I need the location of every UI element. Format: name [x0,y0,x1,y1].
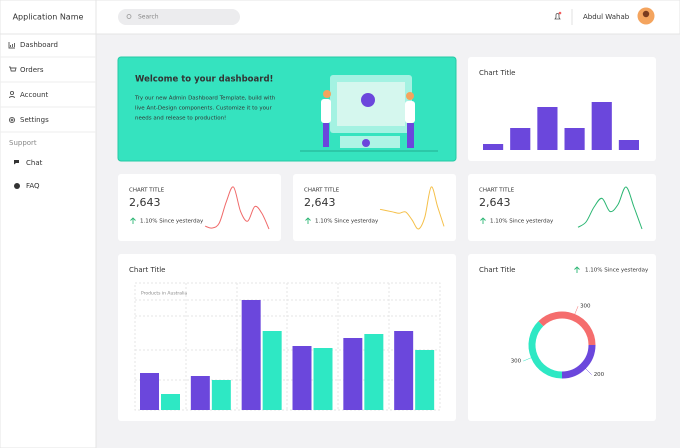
menu-item[interactable]: Orders [20,66,44,74]
bell-icon[interactable] [554,13,561,20]
illustration [300,75,438,152]
welcome-text: needs and release to production! [135,116,226,122]
bar [618,140,639,150]
user-name[interactable]: Abdul Wahab [583,13,630,21]
card [293,174,456,241]
up-arrow [480,217,486,224]
icon-account-body [9,96,15,99]
sidebar [0,0,97,448]
donut-segment [538,311,596,346]
person-head [323,90,331,98]
avatar-head [642,10,650,18]
screen-pie [361,93,375,107]
menu-icons [8,42,17,124]
donut-segment [561,344,596,379]
leader-line [523,357,532,362]
data-label: 200 [594,372,605,378]
sparkline [577,186,643,230]
stat-value: 2,643 [479,196,511,209]
bar [415,350,435,410]
card-title: Chart Title [129,266,165,274]
bar [394,331,414,410]
bar [313,348,333,410]
icon-faq [14,183,20,189]
up-arrow [130,217,136,224]
bar [364,334,384,410]
card [468,174,656,241]
change-text: 1.10% Since yesterday [140,219,204,225]
bar [483,144,504,150]
menu-item[interactable]: Settings [20,116,49,124]
chart-subtitle: Products in Australia [141,291,188,297]
icon-settings [8,116,16,124]
person-head [406,92,414,100]
bar [211,380,231,410]
stat-value: 2,643 [129,196,161,209]
bar [591,102,612,150]
desk [340,136,400,148]
change-text: 1.10% Since yesterday [315,219,379,225]
sparkline [204,186,270,230]
desk-item [362,139,370,147]
change-text: 1.10% Since yesterday [585,268,649,274]
stat-label: CHART TITLE [304,188,340,194]
stat-label: CHART TITLE [129,188,165,194]
up-arrow [574,266,580,273]
icon-dashboard [8,42,15,49]
icon-orders [9,66,17,72]
welcome-title: Welcome to your dashboard! [135,75,273,85]
leader-line [585,368,592,375]
icon-settings-center [10,118,14,122]
notification-dot [558,11,562,15]
bar [343,338,363,410]
icon-account [9,90,15,96]
person-legs [407,123,414,148]
donut-segment [528,321,563,379]
stat-label: CHART TITLE [479,188,515,194]
person-body [321,99,331,123]
welcome-text: live Ant-Design components. Customize it… [135,106,272,112]
person-legs [323,123,329,147]
bar [564,128,585,150]
bar [140,373,159,410]
card-title: Chart Title [479,266,515,274]
section-label: Support [9,139,37,147]
bar [161,394,180,410]
bar [537,107,558,150]
menu-item[interactable]: Dashboard [20,41,58,49]
bar [510,128,531,150]
sparkline [379,186,445,230]
card-title: Chart Title [479,69,515,77]
leader-line [574,306,579,315]
menu-item[interactable]: FAQ [26,182,40,190]
menu-item[interactable]: Account [20,91,49,99]
data-label: 300 [580,304,591,310]
menu-item[interactable]: Chat [26,159,43,167]
welcome-text: Try our new Admin Dashboard Template, bu… [134,96,276,102]
bar [292,346,312,410]
up-arrow [305,217,311,224]
icon-chat [14,160,19,165]
person-body [405,101,415,123]
card [118,174,281,241]
card [468,254,656,421]
app-name: Application Name [13,13,84,22]
bar [241,300,261,410]
bar [190,376,210,410]
header [95,0,680,35]
change-text: 1.10% Since yesterday [490,219,554,225]
stat-value: 2,643 [304,196,336,209]
search-placeholder: Search [138,14,159,21]
bar [262,331,282,410]
search-icon [126,14,132,19]
search-box[interactable] [118,9,240,25]
data-label: 300 [511,359,522,365]
